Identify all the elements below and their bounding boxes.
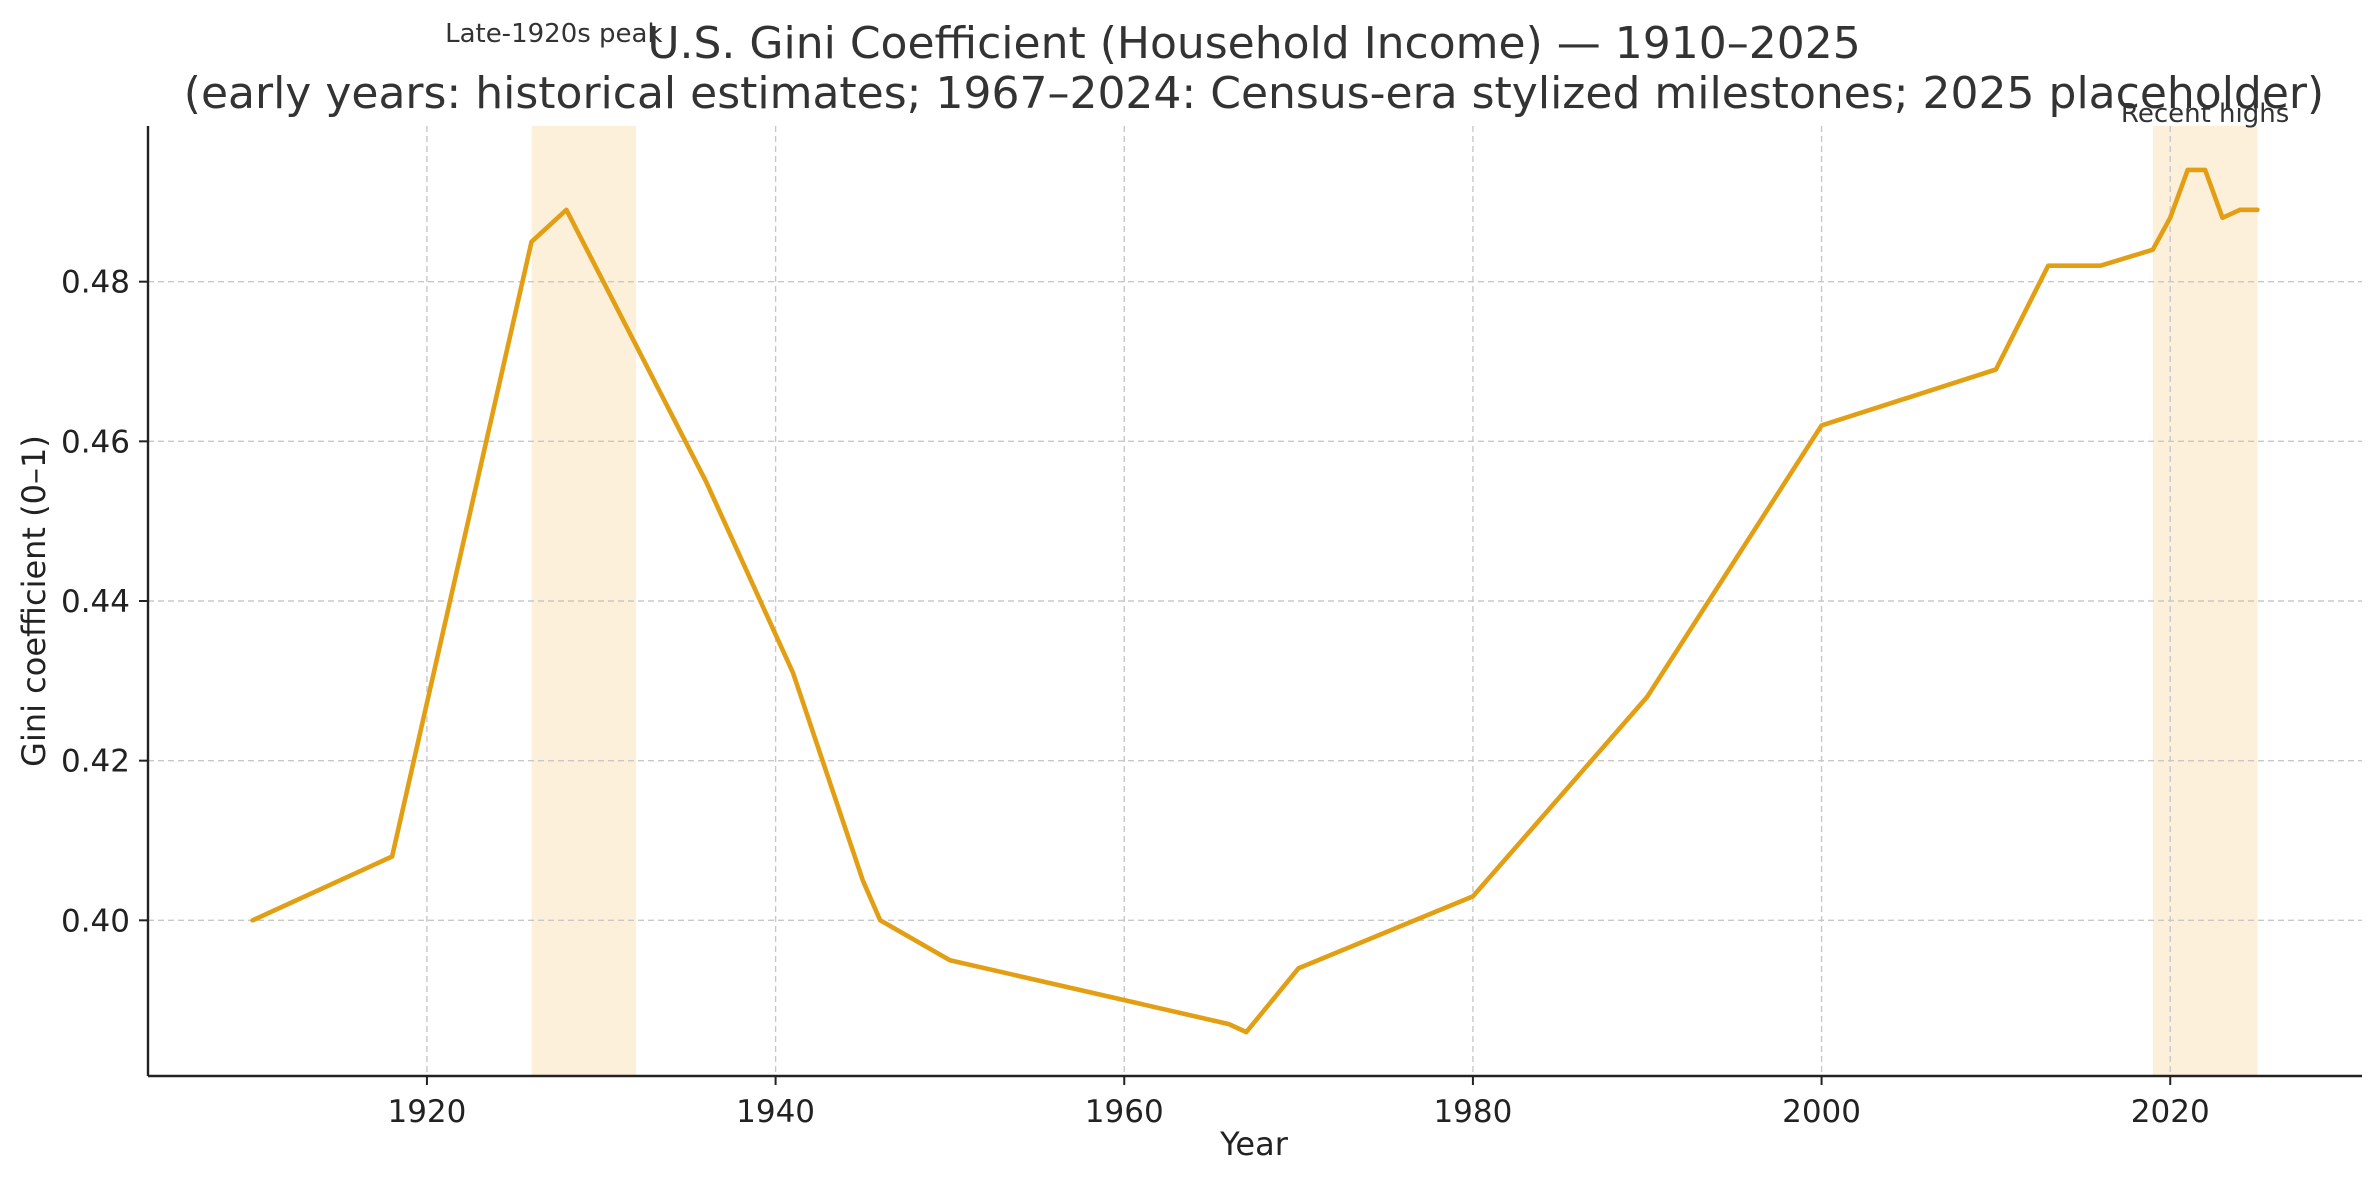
x-tick-label: 1960	[1085, 1094, 1164, 1130]
chart-title: U.S. Gini Coefficient (Household Income)…	[647, 18, 1860, 69]
gridlines	[148, 126, 2362, 1076]
y-tick-label: 0.48	[61, 265, 130, 301]
series-layer	[250, 167, 2260, 1035]
y-tick-label: 0.42	[61, 744, 130, 780]
x-tick-label: 2000	[1782, 1094, 1861, 1130]
y-ticks: 0.40 0.42 0.44 0.46 0.48	[61, 265, 148, 939]
series-line-0	[250, 167, 2260, 1035]
x-tick-label: 1980	[1433, 1094, 1512, 1130]
chart-subtitle: (early years: historical estimates; 1967…	[184, 68, 2324, 119]
y-tick-label: 0.44	[61, 584, 130, 620]
x-tick-label: 1920	[387, 1094, 466, 1130]
x-axis-label: Year	[1219, 1125, 1289, 1163]
x-tick-label: 1940	[736, 1094, 815, 1130]
x-ticks: 1920 1940 1960 1980 2000 2020	[387, 1076, 2210, 1130]
x-tick-label: 2020	[2131, 1094, 2210, 1130]
y-tick-label: 0.40	[61, 903, 130, 939]
y-tick-label: 0.46	[61, 424, 130, 460]
annotation-late-1920s-peak: Late-1920s peak	[445, 19, 662, 49]
y-axis-label: Gini coefficient (0–1)	[15, 435, 53, 767]
annotation-recent-highs: Recent highs	[2121, 99, 2289, 129]
